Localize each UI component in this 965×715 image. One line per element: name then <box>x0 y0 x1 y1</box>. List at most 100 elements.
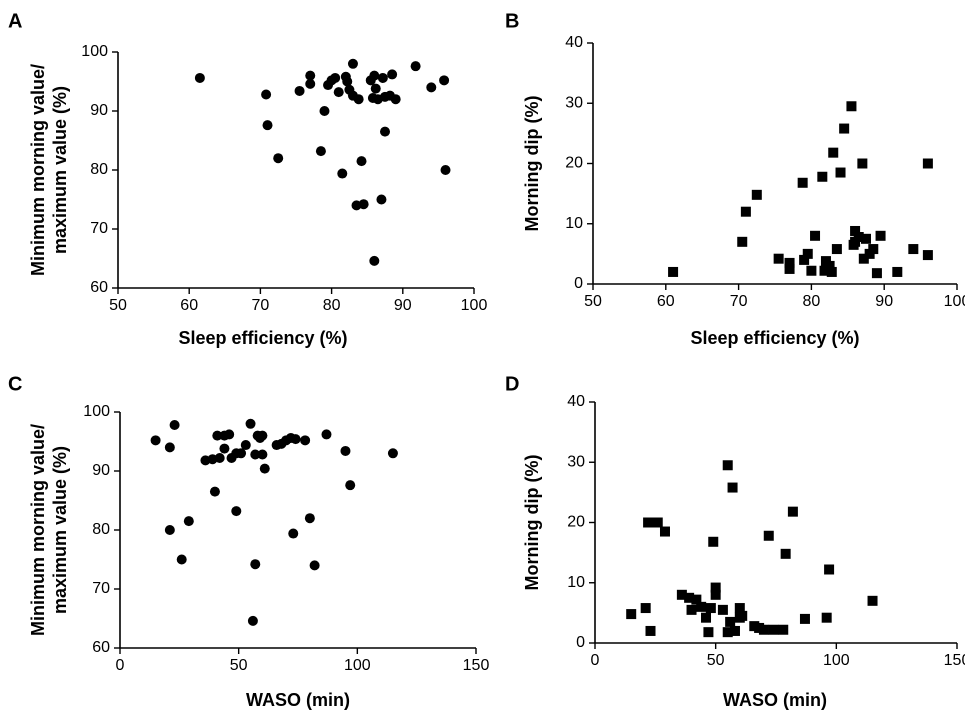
data-point <box>257 430 268 441</box>
data-point <box>861 233 871 244</box>
y-tick-label: 20 <box>567 514 585 531</box>
y-axis-title: Morning dip (%) <box>522 455 542 591</box>
data-point <box>737 610 748 621</box>
data-point <box>345 480 356 491</box>
data-point <box>240 440 251 451</box>
data-point <box>387 448 398 459</box>
data-point <box>686 604 697 615</box>
data-point <box>250 559 261 570</box>
panel-label: D <box>505 373 519 395</box>
data-point <box>247 615 258 626</box>
data-point <box>333 87 344 98</box>
data-point <box>273 153 284 164</box>
data-point <box>183 516 194 527</box>
data-point <box>922 158 933 169</box>
x-tick-label: 60 <box>180 297 198 314</box>
data-point <box>439 75 450 86</box>
data-point <box>701 612 712 623</box>
panel-label: B <box>505 10 519 32</box>
y-axis-title-line: Morning dip (%) <box>522 455 542 591</box>
data-point <box>810 230 821 241</box>
x-tick-label: 90 <box>394 297 412 314</box>
x-tick-label: 70 <box>730 293 748 310</box>
data-point <box>410 61 421 72</box>
x-axis-title: WASO (min) <box>723 690 827 710</box>
x-tick-label: 100 <box>344 657 371 674</box>
data-point <box>737 236 748 247</box>
data-point <box>300 435 311 446</box>
data-point <box>722 460 733 471</box>
data-point <box>828 147 839 158</box>
x-tick-label: 50 <box>230 657 248 674</box>
y-tick-label: 0 <box>576 634 585 651</box>
x-tick-label: 50 <box>584 293 602 310</box>
x-tick-label: 60 <box>657 293 675 310</box>
data-point <box>768 624 779 635</box>
y-axis-title-line: maximum value (%) <box>50 446 70 614</box>
data-point <box>740 206 751 217</box>
data-point <box>257 449 268 460</box>
data-point <box>358 199 369 210</box>
data-point <box>305 78 316 89</box>
data-point <box>440 165 451 175</box>
data-point <box>376 194 387 205</box>
y-tick-label: 0 <box>574 275 583 292</box>
data-point <box>387 69 398 80</box>
y-tick-label: 30 <box>565 94 583 111</box>
data-point <box>426 82 437 93</box>
data-point <box>858 253 869 264</box>
data-point <box>676 589 687 600</box>
panel-label: C <box>8 373 22 395</box>
data-point <box>850 225 861 236</box>
y-tick-label: 10 <box>565 215 583 232</box>
data-point <box>797 177 808 188</box>
panel-label: A <box>8 10 22 32</box>
data-point <box>330 72 341 83</box>
y-axis-title-line: Morning dip (%) <box>522 96 542 232</box>
data-point <box>288 528 299 539</box>
y-axis-title: Minimum morning value/maximum value (%) <box>28 424 70 636</box>
data-point <box>369 255 380 266</box>
data-point <box>729 625 740 636</box>
data-point <box>725 616 736 627</box>
data-point <box>319 106 330 116</box>
data-point <box>250 449 261 460</box>
y-tick-label: 100 <box>83 403 110 420</box>
x-tick-label: 70 <box>252 297 270 314</box>
data-point <box>727 482 738 493</box>
data-point <box>857 158 868 169</box>
y-tick-label: 70 <box>92 580 110 597</box>
y-tick-label: 100 <box>81 43 108 60</box>
y-tick-label: 70 <box>90 220 108 237</box>
data-point <box>305 70 316 81</box>
data-point <box>259 463 270 474</box>
x-tick-label: 100 <box>823 652 850 669</box>
data-point <box>169 419 180 430</box>
y-tick-label: 30 <box>567 453 585 470</box>
y-tick-label: 40 <box>567 393 585 410</box>
data-point <box>369 70 380 81</box>
data-point <box>853 232 864 243</box>
data-point <box>640 603 651 614</box>
x-tick-label: 100 <box>461 297 488 314</box>
data-point <box>164 525 175 535</box>
x-tick-label: 150 <box>463 657 490 674</box>
data-point <box>262 120 273 131</box>
x-tick-label: 50 <box>109 297 127 314</box>
panel-b: B 50 60 70 80 90 100 0 10 20 30 40 Sleep efficiency … <box>505 10 965 348</box>
data-point <box>340 445 351 456</box>
data-point <box>908 244 919 255</box>
data-point <box>370 83 381 94</box>
x-tick-label: 0 <box>591 652 600 669</box>
y-tick-label: 80 <box>92 521 110 538</box>
data-point <box>922 250 933 261</box>
data-point <box>780 548 791 559</box>
data-point <box>734 603 745 614</box>
data-point <box>245 418 256 429</box>
data-point <box>802 248 813 259</box>
data-point <box>867 595 878 606</box>
data-point <box>626 609 637 620</box>
data-point <box>214 453 225 464</box>
panel-c: C 0 50 100 150 60 70 80 90 100 WASO (min) Minimum m… <box>8 373 489 710</box>
